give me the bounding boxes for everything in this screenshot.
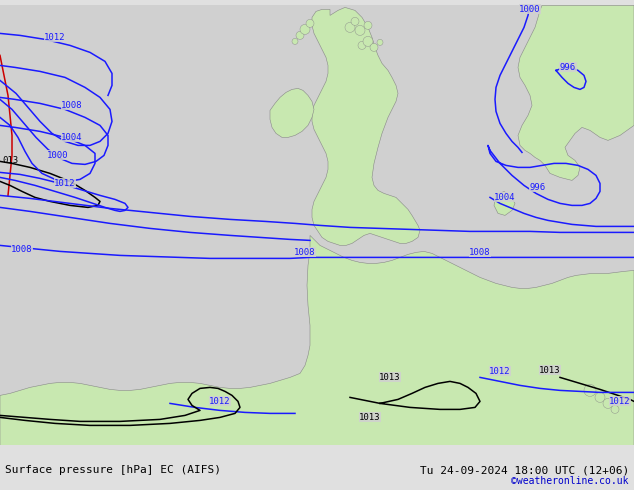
Circle shape: [370, 44, 378, 51]
Polygon shape: [518, 5, 634, 180]
Circle shape: [584, 384, 596, 396]
Text: 013: 013: [2, 156, 18, 165]
Text: 1008: 1008: [11, 245, 33, 254]
Text: 1004: 1004: [61, 133, 83, 142]
Circle shape: [296, 31, 304, 39]
Text: ©weatheronline.co.uk: ©weatheronline.co.uk: [512, 476, 629, 486]
Text: 1012: 1012: [44, 33, 66, 42]
Text: 1008: 1008: [469, 248, 491, 257]
Circle shape: [345, 23, 355, 32]
Text: 1012: 1012: [609, 397, 631, 406]
Circle shape: [611, 405, 619, 414]
Circle shape: [306, 20, 314, 27]
Text: 1012: 1012: [209, 397, 231, 406]
Text: 996: 996: [530, 183, 546, 192]
Text: Surface pressure [hPa] EC (AIFS): Surface pressure [hPa] EC (AIFS): [5, 466, 221, 475]
Circle shape: [351, 18, 359, 25]
Text: 1004: 1004: [495, 193, 515, 202]
Circle shape: [292, 38, 298, 45]
Circle shape: [300, 24, 310, 34]
Circle shape: [355, 25, 365, 35]
Text: 1000: 1000: [48, 151, 68, 160]
Text: 1012: 1012: [489, 367, 511, 376]
Text: 1013: 1013: [540, 366, 560, 375]
Polygon shape: [270, 88, 314, 137]
Text: 1012: 1012: [55, 179, 75, 188]
Text: 1008: 1008: [294, 248, 316, 257]
Polygon shape: [494, 192, 515, 216]
Text: 1008: 1008: [61, 101, 83, 110]
Circle shape: [363, 36, 373, 47]
Circle shape: [358, 41, 366, 49]
Text: 1013: 1013: [359, 413, 381, 422]
Text: 996: 996: [560, 63, 576, 72]
Text: 1013: 1013: [379, 373, 401, 382]
Circle shape: [595, 392, 605, 402]
Circle shape: [364, 22, 372, 29]
Text: 1000: 1000: [519, 5, 541, 14]
Polygon shape: [0, 235, 634, 445]
Text: Tu 24-09-2024 18:00 UTC (12+06): Tu 24-09-2024 18:00 UTC (12+06): [420, 466, 629, 475]
Circle shape: [377, 39, 383, 46]
Polygon shape: [312, 7, 420, 245]
Circle shape: [603, 398, 613, 408]
